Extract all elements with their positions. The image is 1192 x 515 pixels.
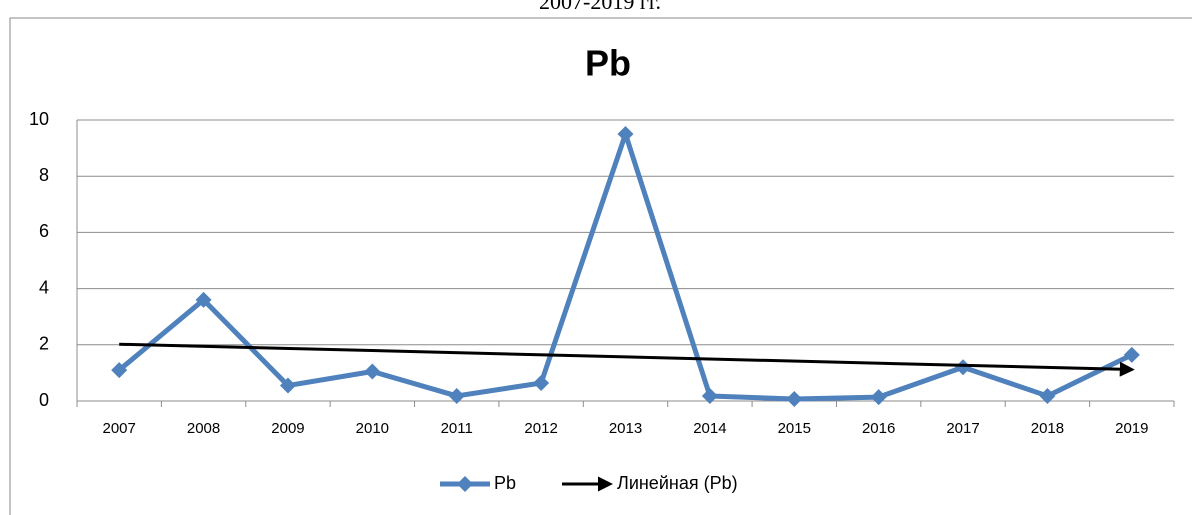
point-marker — [448, 387, 465, 404]
y-tick-label: 2 — [39, 334, 49, 354]
point-marker — [701, 387, 718, 404]
x-tick-label: 2012 — [524, 420, 557, 437]
x-tick-label: 2017 — [946, 420, 979, 437]
x-tick-label: 2014 — [693, 420, 726, 437]
point-marker — [1039, 387, 1056, 404]
x-tick-label: 2015 — [778, 420, 811, 437]
point-marker — [617, 126, 634, 143]
x-tick-label: 2018 — [1031, 420, 1064, 437]
point-marker — [533, 375, 550, 392]
x-tick-label: 2019 — [1115, 420, 1148, 437]
point-marker — [870, 389, 887, 406]
caption: 2007-2019 гг. — [539, 0, 661, 14]
chart-border — [9, 17, 1192, 515]
x-tick-label: 2009 — [271, 420, 304, 437]
point-marker — [786, 391, 803, 408]
legend-label: Линейная (Pb) — [617, 473, 738, 493]
x-tick-label: 2016 — [862, 420, 895, 437]
point-marker — [364, 363, 381, 380]
point-marker — [955, 359, 972, 376]
y-tick-label: 0 — [39, 390, 49, 410]
point-marker — [195, 291, 212, 308]
point-marker — [279, 377, 296, 394]
point-marker — [1123, 346, 1140, 363]
legend-label: Pb — [494, 473, 516, 493]
y-tick-label: 10 — [29, 109, 49, 129]
chart-title: Pb — [585, 43, 631, 84]
series-line — [117, 131, 1133, 402]
x-tick-label: 2011 — [441, 420, 473, 437]
x-tick-label: 2010 — [356, 420, 389, 437]
point-marker — [111, 362, 128, 379]
trend-line — [119, 342, 1135, 377]
legend-marker — [457, 476, 473, 492]
x-tick-label: 2013 — [609, 420, 642, 437]
x-tick-label: 2008 — [187, 420, 220, 437]
y-tick-label: 4 — [39, 277, 49, 297]
x-tick-label: 2007 — [103, 420, 136, 437]
y-tick-label: 8 — [39, 165, 49, 185]
y-tick-label: 6 — [39, 221, 49, 241]
